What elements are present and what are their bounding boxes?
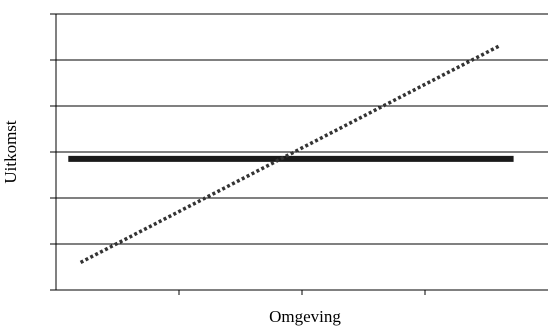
- grid-lines: [56, 13, 548, 245]
- y-axis-label: Uitkomst: [1, 120, 20, 184]
- axes: [50, 13, 548, 295]
- x-axis-label: Omgeving: [269, 307, 341, 326]
- series-line-dotted: [79, 44, 500, 264]
- series-lines: [68, 44, 514, 264]
